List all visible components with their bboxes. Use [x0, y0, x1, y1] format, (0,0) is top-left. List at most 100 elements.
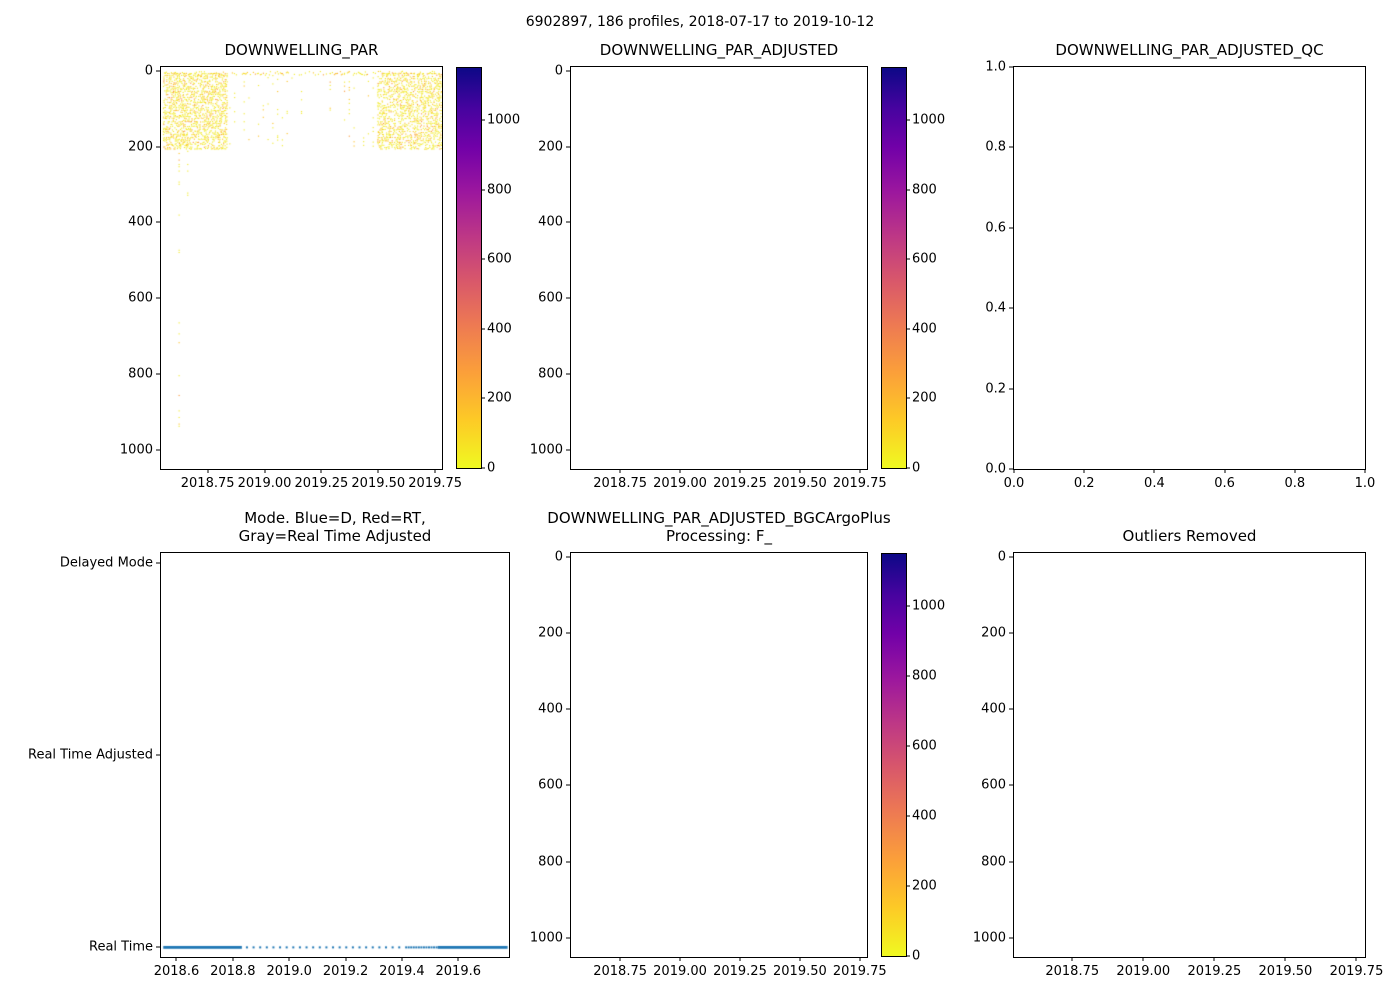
x-tick-label: 2018.6: [153, 964, 200, 979]
subplot-downwelling-par: DOWNWELLING_PAR 0 200 400 600 800 1000 2018.7…: [120, 41, 520, 491]
y-tick-label: 600: [538, 777, 563, 793]
x-tick-mark: [264, 469, 266, 473]
subplot-bgc-argo-plus-processing: DOWNWELLING_PAR_ADJUSTED_BGCArgoPlus Pro…: [530, 509, 945, 980]
y-tick-mark: [156, 70, 160, 72]
y-tick-mark: [566, 556, 570, 558]
colorbar-tick-label: 400: [487, 321, 512, 337]
x-tick-mark: [434, 469, 436, 473]
figure-title: 6902897, 186 profiles, 2018-07-17 to 201…: [525, 14, 875, 30]
y-tick-label: 0: [144, 63, 153, 79]
y-tick-label: 200: [538, 139, 563, 155]
mode-line-canvas: [161, 553, 509, 957]
x-tick-mark: [1142, 957, 1144, 961]
y-tick-label: 600: [538, 290, 563, 306]
x-tick-label: 2019.75: [832, 476, 887, 491]
colorbar-tick-mark: [481, 119, 485, 121]
colorbar: 0 200 400 600 800 1000: [881, 553, 945, 964]
y-tick-label: 1000: [119, 442, 153, 458]
y-tick-mark: [1009, 388, 1013, 390]
colorbar-tick-mark: [481, 397, 485, 399]
heatmap-canvas: [161, 67, 442, 469]
colorbar-tick-mark: [906, 675, 910, 677]
y-tick-label: 200: [981, 625, 1006, 641]
colorbar-tick-mark: [906, 189, 910, 191]
y-tick-mark: [1009, 556, 1013, 558]
y-tick-mark: [156, 449, 160, 451]
x-tick-label: 2018.75: [593, 964, 648, 979]
subplot-title: Outliers Removed: [1122, 527, 1257, 546]
x-tick-label: 2018.75: [1045, 964, 1100, 979]
y-tick-mark: [566, 708, 570, 710]
colorbar-tick-label: 400: [912, 808, 937, 824]
subplot-title: DOWNWELLING_PAR_ADJUSTED_BGCArgoPlus Pro…: [547, 508, 891, 546]
y-tick-mark: [566, 861, 570, 863]
y-tick-mark: [566, 784, 570, 786]
x-tick-label: 2019.25: [294, 476, 349, 491]
x-tick-mark: [457, 957, 459, 961]
x-tick-mark: [1213, 957, 1215, 961]
subplot-title: DOWNWELLING_PAR_ADJUSTED_QC: [1055, 41, 1324, 60]
x-tick-mark: [739, 469, 741, 473]
y-tick-label: Delayed Mode: [59, 555, 153, 571]
x-tick-label: 2018.75: [593, 476, 648, 491]
y-tick-mark: [566, 70, 570, 72]
y-tick-mark: [156, 373, 160, 375]
x-tick-label: 2019.00: [1116, 964, 1171, 979]
x-tick-label: 2018.75: [180, 476, 235, 491]
x-tick-label: 2019.2: [322, 964, 369, 979]
y-tick-mark: [566, 146, 570, 148]
y-tick-mark: [156, 562, 160, 564]
x-tick-label: 0.4: [1144, 476, 1165, 491]
x-tick-mark: [175, 957, 177, 961]
x-tick-label: 2019.50: [773, 964, 827, 979]
x-tick-label: 2019.75: [832, 964, 887, 979]
y-tick-mark: [566, 297, 570, 299]
y-tick-label: 0.8: [985, 139, 1006, 155]
y-tick-label: 200: [128, 139, 153, 155]
y-tick-mark: [156, 754, 160, 756]
subplot-downwelling-par-adjusted-qc: DOWNWELLING_PAR_ADJUSTED_QC 0.0 0.2 0.4 0.6…: [985, 41, 1375, 491]
x-tick-mark: [1153, 469, 1155, 473]
colorbar-tick-label: 800: [912, 182, 937, 198]
colorbar-tick-label: 200: [487, 390, 512, 406]
y-tick-label: 600: [981, 777, 1006, 793]
y-tick-mark: [566, 937, 570, 939]
x-tick-mark: [679, 469, 681, 473]
y-tick-label: 0.0: [985, 461, 1006, 477]
x-tick-mark: [401, 957, 403, 961]
y-tick-mark: [1009, 861, 1013, 863]
y-tick-label: 0: [554, 549, 563, 565]
colorbar-tick-mark: [481, 258, 485, 260]
subplot-title: Mode. Blue=D, Red=RT, Gray=Real Time Adj…: [238, 508, 432, 546]
x-tick-label: 2019.25: [713, 964, 767, 979]
y-tick-label: 0: [554, 63, 563, 79]
x-tick-mark: [619, 469, 621, 473]
y-tick-label: 1.0: [985, 59, 1006, 75]
colorbar-tick-mark: [906, 745, 910, 747]
x-tick-label: 2019.75: [408, 476, 463, 491]
colorbar-tick-label: 1000: [912, 112, 946, 128]
y-tick-label: 400: [538, 701, 563, 717]
x-tick-label: 2019.50: [351, 476, 406, 491]
y-tick-mark: [1009, 784, 1013, 786]
x-tick-mark: [619, 957, 621, 961]
x-tick-label: 2019.25: [1187, 964, 1242, 979]
y-tick-mark: [156, 946, 160, 948]
y-tick-mark: [566, 632, 570, 634]
colorbar-tick-label: 200: [912, 390, 937, 406]
x-tick-mark: [232, 957, 234, 961]
x-tick-mark: [799, 469, 801, 473]
y-tick-mark: [1009, 227, 1013, 229]
y-tick-label: 0.2: [985, 381, 1006, 397]
y-tick-mark: [1009, 632, 1013, 634]
colorbar-tick-mark: [906, 258, 910, 260]
colorbar-tick-mark: [906, 885, 910, 887]
x-tick-mark: [859, 957, 861, 961]
colorbar-tick-label: 0: [912, 948, 921, 964]
y-tick-label: 0.4: [985, 300, 1006, 316]
x-tick-mark: [1013, 469, 1015, 473]
x-tick-mark: [207, 469, 209, 473]
y-tick-label: 200: [538, 625, 563, 641]
x-tick-label: 2019.00: [653, 476, 707, 491]
colorbar-tick-label: 600: [487, 251, 512, 267]
